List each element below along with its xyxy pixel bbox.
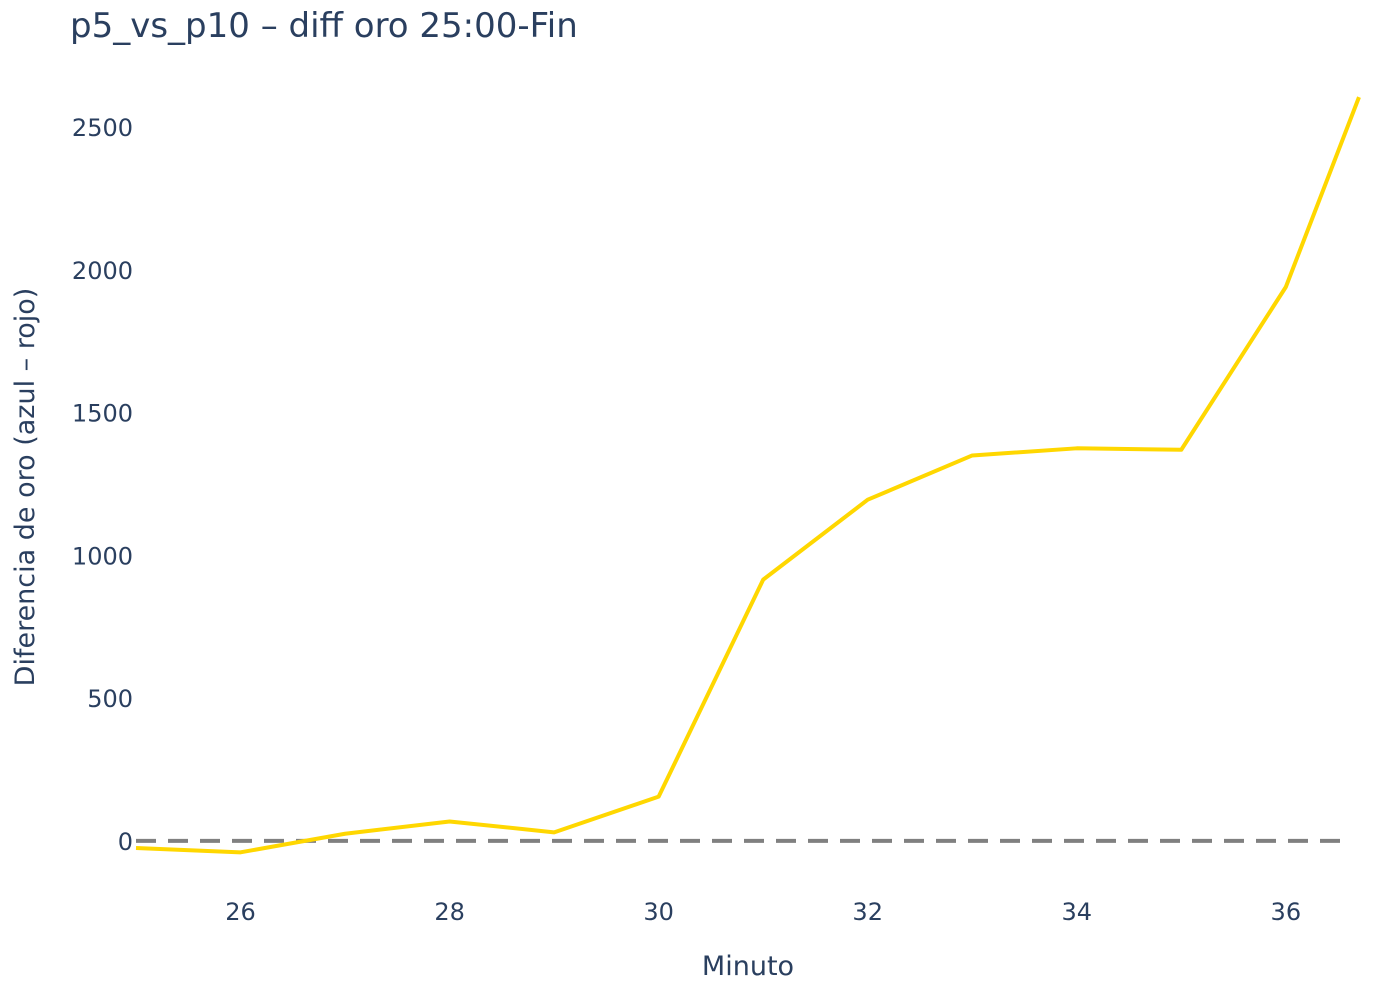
series-line bbox=[135, 96, 1361, 855]
y-tick-label: 1000 bbox=[72, 542, 133, 570]
x-tick-label: 30 bbox=[643, 898, 674, 926]
y-tick-label: 0 bbox=[118, 828, 133, 856]
x-tick-label: 28 bbox=[434, 898, 465, 926]
y-tick-label: 500 bbox=[87, 685, 133, 713]
x-axis-ticks: 26 28 30 32 34 36 bbox=[225, 898, 1301, 926]
y-tick-label: 1500 bbox=[72, 400, 133, 428]
y-axis-ticks: 0 500 1000 1500 2000 2500 bbox=[72, 114, 133, 856]
series-layer bbox=[135, 96, 1361, 855]
x-tick-label: 32 bbox=[852, 898, 883, 926]
y-tick-label: 2500 bbox=[72, 114, 133, 142]
x-tick-label: 34 bbox=[1061, 898, 1092, 926]
x-axis-label: Minuto bbox=[702, 951, 794, 982]
chart-title: p5_vs_p10 – diff oro 25:00-Fin bbox=[70, 6, 578, 46]
x-tick-label: 26 bbox=[225, 898, 256, 926]
x-tick-label: 36 bbox=[1271, 898, 1302, 926]
y-axis-label: Diferencia de oro (azul – rojo) bbox=[10, 288, 41, 687]
y-tick-label: 2000 bbox=[72, 257, 133, 285]
